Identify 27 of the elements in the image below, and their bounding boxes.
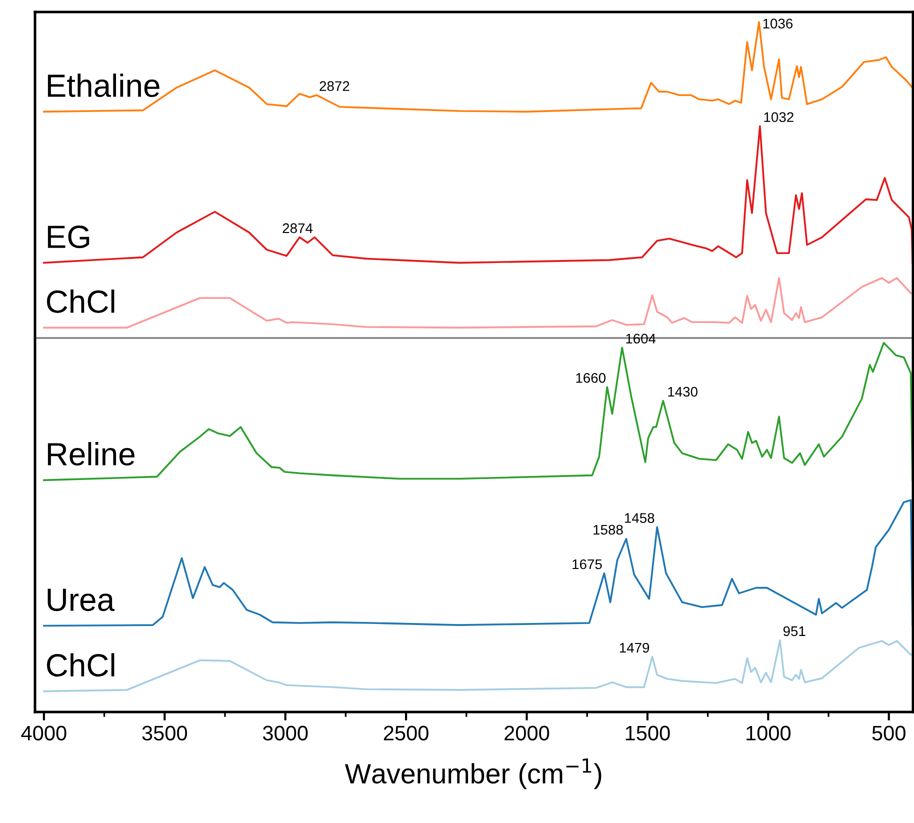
annotation: 1588 bbox=[594, 524, 623, 535]
series-label: Ethaline bbox=[48, 74, 160, 98]
annotation: 951 bbox=[783, 626, 806, 636]
x-tick-label: 3000 bbox=[262, 726, 308, 740]
annotation: 1458 bbox=[624, 513, 654, 523]
series-label: ChCl bbox=[46, 290, 114, 314]
series-label: Urea bbox=[48, 588, 115, 612]
annotation: 1430 bbox=[668, 386, 698, 397]
x-tick-label: 4000 bbox=[21, 726, 66, 740]
annotation: 1675 bbox=[572, 559, 602, 570]
x-tick-label: 2000 bbox=[504, 726, 550, 740]
annotation: 1036 bbox=[763, 18, 793, 29]
x-tick-label: 1000 bbox=[746, 726, 791, 740]
x-tick-label: 1500 bbox=[626, 726, 670, 740]
annotation: 1660 bbox=[576, 373, 606, 383]
annotation: 1604 bbox=[626, 334, 656, 344]
series-label: EG bbox=[48, 226, 90, 248]
x-tick-label: 500 bbox=[872, 726, 906, 740]
annotation: 1032 bbox=[764, 112, 794, 122]
series-label: Reline bbox=[48, 442, 134, 466]
annotation: 2872 bbox=[320, 81, 350, 92]
x-axis-title: Wavenumber (cm$^{−1}$) bbox=[344, 758, 602, 790]
annotation: 1479 bbox=[620, 642, 650, 653]
series-label: ChCl bbox=[46, 653, 114, 677]
x-tick-label: 2500 bbox=[384, 726, 428, 740]
annotation: 2874 bbox=[282, 223, 313, 234]
x-tick-label: 3500 bbox=[142, 726, 187, 740]
